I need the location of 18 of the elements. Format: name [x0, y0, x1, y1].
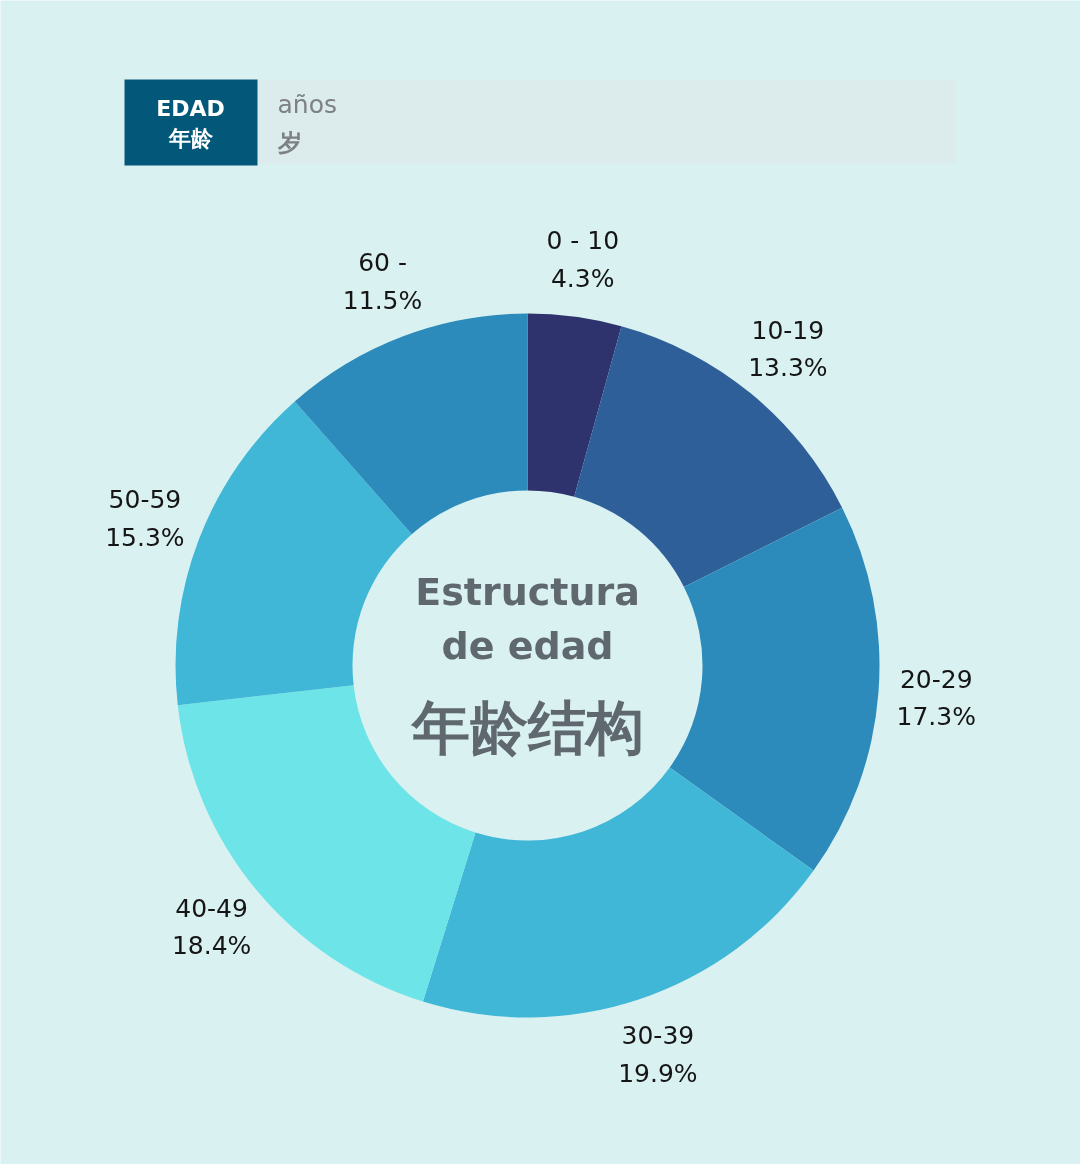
slice-label: 30-39 — [621, 1021, 695, 1051]
data-label: 19.9% — [618, 1058, 698, 1088]
slice-label: 0 - 10 — [546, 225, 620, 255]
chart-title: EDAD 年龄 — [156, 96, 225, 151]
slice-label: 10-19 — [751, 315, 825, 345]
slice-label: 60 - — [358, 248, 407, 278]
text: Estructura de edad — [415, 569, 640, 668]
chart-subtitle: años 岁 — [276, 90, 337, 157]
slice-label: 40-49 — [175, 893, 248, 923]
slice-label: 50-59 — [108, 485, 182, 515]
slice-label: 20-29 — [899, 664, 973, 694]
text: 年龄结构 — [409, 693, 644, 762]
data-label: 4.3% — [550, 263, 615, 293]
data-label: 15.3% — [105, 522, 185, 552]
data-label: 17.3% — [896, 702, 976, 732]
data-label: 11.5% — [342, 286, 423, 316]
data-label: 18.4% — [171, 931, 252, 961]
data-label: 13.3% — [748, 353, 828, 383]
